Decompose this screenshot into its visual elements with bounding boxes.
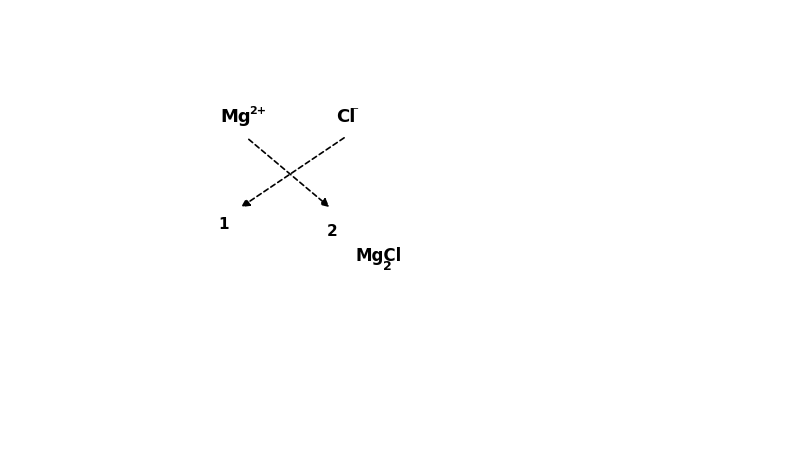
Text: MgCl: MgCl [356, 247, 402, 265]
Text: 2: 2 [327, 224, 338, 239]
Text: 2: 2 [383, 260, 392, 273]
Text: 1: 1 [218, 217, 230, 232]
Text: ⁻: ⁻ [353, 106, 358, 116]
Text: Mg: Mg [220, 108, 250, 126]
Text: Cl: Cl [336, 108, 356, 126]
Text: 2+: 2+ [250, 106, 266, 116]
